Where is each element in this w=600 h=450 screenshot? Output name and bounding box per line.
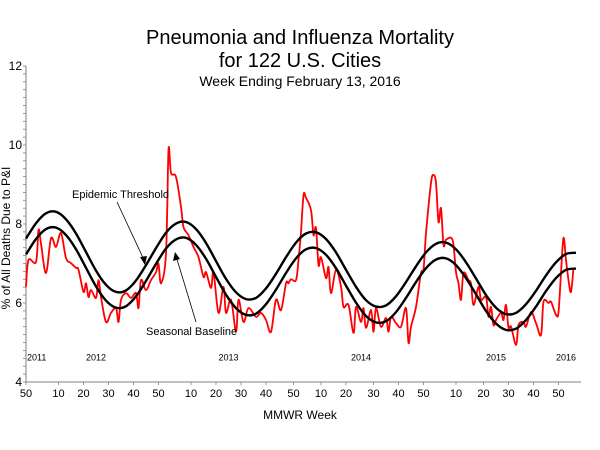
year-label: 2013 bbox=[218, 352, 238, 362]
y-tick-label: 10 bbox=[9, 138, 23, 152]
epidemic-threshold-line bbox=[24, 210, 577, 316]
plot-area bbox=[24, 146, 577, 346]
year-label: 2011 bbox=[27, 352, 46, 362]
x-tick-label: 10 bbox=[315, 388, 327, 400]
x-tick-label: 50 bbox=[287, 388, 299, 400]
baseline-arrow bbox=[175, 255, 197, 323]
year-label: 2016 bbox=[556, 352, 576, 362]
x-tick-label: 30 bbox=[235, 388, 247, 400]
threshold-arrowhead-icon bbox=[140, 256, 147, 265]
x-tick-label: 30 bbox=[102, 388, 114, 400]
chart-title: Pneumonia and Influenza Mortality bbox=[146, 27, 454, 49]
x-tick-label: 40 bbox=[527, 388, 539, 400]
x-tick-label: 20 bbox=[477, 388, 489, 400]
x-tick-label: 20 bbox=[77, 388, 89, 400]
threshold-arrow bbox=[116, 201, 146, 263]
y-tick-label: 8 bbox=[15, 217, 22, 231]
annotations: Epidemic Threshold Seasonal Baseline bbox=[72, 189, 237, 338]
baseline-annotation-label: Seasonal Baseline bbox=[146, 326, 237, 338]
chart-title-line2: for 122 U.S. Cities bbox=[219, 50, 381, 72]
observed-mortality-line bbox=[25, 146, 575, 346]
x-tick-label: 50 bbox=[417, 388, 429, 400]
x-tick-label: 10 bbox=[185, 388, 197, 400]
y-tick-label: 6 bbox=[15, 296, 22, 310]
x-tick-label: 10 bbox=[52, 388, 64, 400]
y-axis-label: % of All Deaths Due to P&I bbox=[0, 167, 13, 310]
x-tick-label: 30 bbox=[367, 388, 379, 400]
x-tick-label: 30 bbox=[502, 388, 514, 400]
x-tick-label: 40 bbox=[392, 388, 404, 400]
axes: 4 6 8 10 12 50 10 20 30 40 50 10 20 30 40 50 10 20 30 40 50 1… bbox=[9, 59, 581, 400]
year-label: 2014 bbox=[351, 352, 371, 362]
x-tick-label: 10 bbox=[450, 388, 462, 400]
x-tick-label: 50 bbox=[152, 388, 164, 400]
threshold-annotation-label: Epidemic Threshold bbox=[72, 189, 169, 201]
x-tick-label: 20 bbox=[210, 388, 222, 400]
x-tick-label: 20 bbox=[340, 388, 352, 400]
year-label: 2012 bbox=[86, 352, 106, 362]
x-tick-label: 40 bbox=[127, 388, 139, 400]
y-tick-label: 4 bbox=[15, 375, 22, 389]
year-label: 2015 bbox=[486, 352, 506, 362]
y-tick-label: 12 bbox=[9, 59, 23, 73]
x-tick-label: 40 bbox=[260, 388, 272, 400]
x-tick-label: 50 bbox=[20, 388, 32, 400]
x-tick-label: 50 bbox=[552, 388, 564, 400]
chart-subtitle: Week Ending February 13, 2016 bbox=[199, 73, 401, 89]
baseline-arrowhead-icon bbox=[173, 252, 180, 261]
seasonal-baseline-line bbox=[24, 225, 577, 332]
x-axis-label: MMWR Week bbox=[263, 408, 338, 422]
